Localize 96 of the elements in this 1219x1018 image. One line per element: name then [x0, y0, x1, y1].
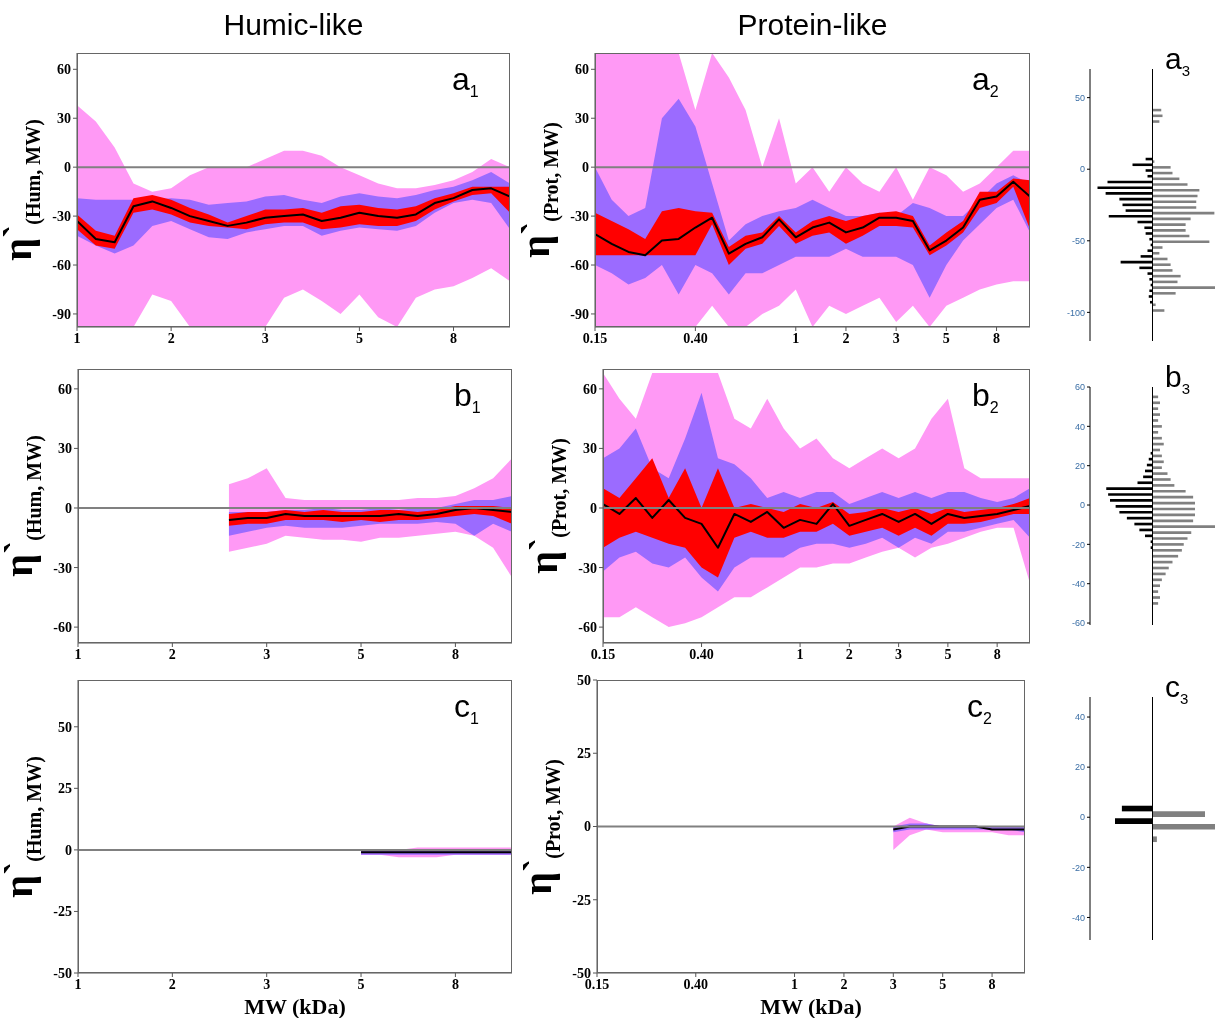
y-tick-label: 0 — [1079, 812, 1085, 823]
y-tick-label: -30 — [570, 209, 589, 225]
y-tick-label: -60 — [53, 620, 72, 636]
x-tick-label: 1 — [74, 646, 82, 662]
y-tick-label: 40 — [1074, 421, 1085, 432]
y-tick-label: -30 — [578, 560, 597, 576]
y-tick-label: 0 — [582, 160, 589, 176]
y-tick-label: -60 — [578, 620, 597, 636]
x-tick-label: 1 — [791, 976, 799, 992]
y-tick-label: 60 — [575, 62, 589, 78]
y-tick-label: 20 — [1074, 460, 1085, 471]
y-tick-label: 30 — [575, 111, 589, 127]
annotation: c$_{2}$ — [967, 688, 992, 729]
x-tick-label: 1 — [73, 330, 81, 346]
annotation: b$_{2}$ — [972, 377, 999, 418]
y-tick-label: -25 — [572, 892, 591, 908]
x-tick-label: 8 — [451, 976, 459, 992]
x-tick-label: 5 — [357, 976, 365, 992]
y-tick-label: 30 — [583, 441, 597, 457]
x-tick-label: 8 — [450, 330, 458, 346]
x-tick-label: 0.40 — [683, 330, 708, 346]
x-tick-label: 5 — [944, 646, 952, 662]
x-tick-label: 0.15 — [590, 646, 616, 662]
x-tick-label: 3 — [895, 646, 903, 662]
chart-title: Protein-like — [736, 8, 889, 42]
y-tick-label: 0 — [590, 500, 597, 516]
x-tick-label: 2 — [167, 330, 175, 346]
y-tick-label: 50 — [1074, 92, 1085, 103]
x-tick-label: 3 — [263, 646, 271, 662]
x-tick-label: 1 — [792, 330, 800, 346]
y-tick-label: 0 — [65, 842, 72, 858]
x-tick-label: 2 — [168, 646, 176, 662]
y-tick-label: 60 — [1074, 382, 1085, 393]
y-tick-label: 60 — [57, 62, 71, 78]
x-tick-label: 5 — [939, 976, 947, 992]
y-tick-label: -60 — [52, 257, 71, 273]
y-tick-label: -40 — [1071, 912, 1085, 923]
x-tick-label: 8 — [993, 330, 1001, 346]
annotation: a$_{1}$ — [452, 61, 479, 102]
x-tick-label: 3 — [889, 976, 897, 992]
x-tick-label: 5 — [355, 330, 363, 346]
annotation: c$_{1}$ — [454, 688, 479, 729]
y-tick-label: -30 — [53, 560, 72, 576]
x-tick-label: 1 — [796, 646, 804, 662]
y-tick-label: -50 — [1071, 235, 1085, 246]
y-tick-label: -50 — [53, 965, 72, 981]
x-tick-label: 0.40 — [689, 646, 714, 662]
y-tick-label: 0 — [1079, 500, 1085, 511]
y-tick-label: 60 — [583, 381, 597, 397]
y-tick-label: 0 — [64, 160, 71, 176]
y-tick-label: -100 — [1066, 307, 1085, 318]
x-tick-label: 3 — [261, 330, 269, 346]
y-tick-label: -90 — [52, 306, 71, 322]
x-tick-label: 8 — [451, 646, 459, 662]
y-tick-label: 50 — [577, 672, 591, 688]
annotation: b$_{3}$ — [1165, 360, 1191, 397]
y-tick-label: -60 — [570, 257, 589, 273]
y-tick-label: -60 — [1071, 618, 1085, 629]
y-tick-label: -30 — [52, 209, 71, 225]
y-tick-label: 25 — [577, 746, 591, 762]
y-tick-label: 30 — [58, 441, 72, 457]
y-tick-label: 50 — [58, 719, 72, 735]
x-tick-label: 2 — [168, 976, 176, 992]
y-tick-label: -90 — [570, 306, 589, 322]
x-tick-label: 3 — [892, 330, 900, 346]
annotation: b$_{1}$ — [454, 377, 481, 418]
x-tick-label: 2 — [842, 330, 850, 346]
x-tick-label: 8 — [988, 976, 996, 992]
y-tick-label: 60 — [58, 381, 72, 397]
x-tick-label: 8 — [993, 646, 1001, 662]
y-tick-label: 30 — [57, 111, 71, 127]
annotation: a$_{3}$ — [1165, 42, 1191, 79]
x-tick-label: 3 — [263, 976, 271, 992]
annotation: a$_{2}$ — [972, 61, 999, 102]
x-tick-label: 2 — [840, 976, 848, 992]
y-tick-label: 25 — [58, 781, 72, 797]
annotation: c$_{3}$ — [1165, 670, 1189, 707]
x-tick-label: 0.40 — [683, 976, 709, 992]
x-tick-label: 5 — [942, 330, 950, 346]
y-tick-label: -20 — [1071, 862, 1085, 873]
x-tick-label: 2 — [845, 646, 853, 662]
y-tick-label: -50 — [572, 965, 591, 981]
y-tick-label: 0 — [65, 500, 72, 516]
x-tick-label: 1 — [74, 976, 82, 992]
y-tick-label: -20 — [1071, 539, 1085, 550]
y-tick-label: 0 — [584, 819, 591, 835]
y-tick-label: -25 — [53, 904, 72, 920]
x-tick-label: 5 — [357, 646, 365, 662]
x-axis-title: MW (kDa) — [243, 994, 347, 1018]
y-tick-label: -40 — [1071, 578, 1085, 589]
chart-title: Humic-like — [222, 8, 365, 42]
y-tick-label: 0 — [1079, 164, 1085, 175]
y-tick-label: 40 — [1074, 712, 1085, 723]
x-tick-label: 0.15 — [582, 330, 608, 346]
y-tick-label: 20 — [1074, 762, 1085, 773]
x-axis-title: MW (kDa) — [759, 994, 863, 1018]
